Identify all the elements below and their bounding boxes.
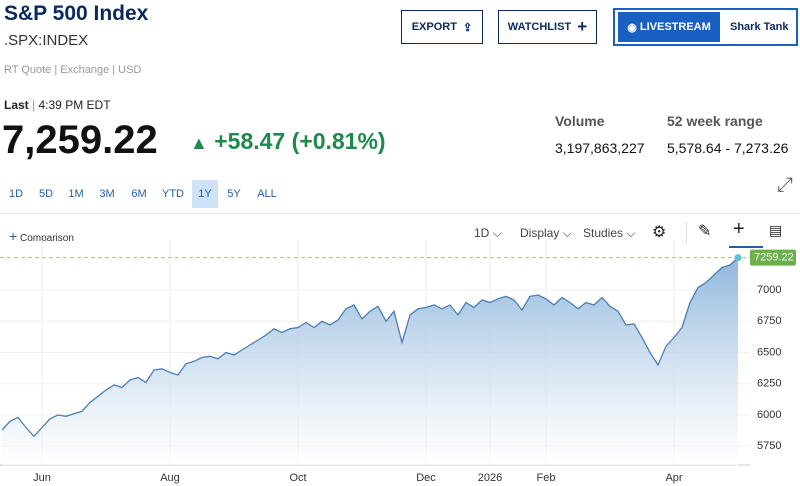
interval-button[interactable]: 1D ⌵ [474,226,502,240]
range-label: 52 week range [667,113,763,129]
range-button[interactable]: 1D [8,188,24,200]
x-tick-label: Aug [160,472,180,484]
export-label: EXPORT [411,21,457,33]
range-button[interactable]: 5Y [227,188,241,200]
toolbar-separator [686,222,687,244]
comment-icon[interactable]: ▤ [769,222,783,238]
watchlist-label: WATCHLIST [507,21,572,33]
comparison-button[interactable]: + Comparison [9,228,74,244]
draw-icon[interactable]: ✎ [698,223,712,240]
crosshair-icon[interactable]: + [733,218,745,240]
y-tick-label: 7000 [757,284,781,296]
time: 4:39 PM EDT [38,98,111,112]
price: 7,259.22 [2,118,158,162]
divider [0,213,800,214]
display-label: Display [520,226,560,240]
change-line: ▲ +58.47 (+0.81%) [190,128,386,154]
crosshair-underline [729,246,763,248]
studies-button[interactable]: Studies ⌵ [583,226,636,240]
expand-icon[interactable]: ⤢ [777,174,793,196]
display-button[interactable]: Display ⌵ [520,226,572,240]
x-tick-label: Jun [33,472,51,484]
y-tick-label: 6500 [757,346,781,358]
range: 5,578.64 - 7,273.26 [667,140,789,156]
comparison-label: Comparison [19,233,74,244]
source: RT Quote | Exchange | USD [4,64,142,76]
x-tick-label: Dec [416,472,436,484]
last-value-badge [750,249,796,266]
y-tick-label: 5750 [757,440,781,452]
range-button[interactable]: 5D [38,188,54,200]
range-button[interactable]: 6M [131,188,147,200]
x-tick-label: Feb [537,472,556,484]
area [2,257,738,465]
x-tick-label: Apr [665,472,682,484]
last-value-label: 7259.22 [754,252,794,264]
export-button[interactable]: EXPORT ⇪ [401,10,483,44]
interval-label: 1D [474,226,490,240]
symbol: .SPX:INDEX [4,32,89,49]
show-link[interactable]: Shark Tank [730,21,789,33]
y-tick-label: 6750 [757,315,781,327]
livestream-label: LIVESTREAM [639,21,711,33]
range-button[interactable]: 3M [99,188,115,200]
livestream-button[interactable]: ◉ LIVESTREAM [618,12,720,42]
y-tick-label: 6000 [757,409,781,421]
range-button[interactable]: YTD [162,188,184,200]
last-label: Last [4,98,29,112]
line [1,257,739,438]
x-tick-label: 2026 [478,472,502,484]
last-point [734,254,742,262]
range-button[interactable]: ALL [257,188,277,200]
range-button[interactable]: 1M [68,188,84,200]
studies-label: Studies [583,226,624,240]
volume: 3,197,863,227 [555,140,645,156]
last-line: Last | 4:39 PM EDT [4,98,111,112]
livestream-box: ◉ LIVESTREAM Shark Tank [613,8,798,46]
watchlist-button[interactable]: WATCHLIST + [498,10,597,44]
volume-label: Volume [555,113,605,129]
change: +58.47 (+0.81%) [214,128,386,154]
settings-icon[interactable]: ⚙ [652,224,667,241]
range-button[interactable]: 1Y [192,180,218,208]
y-tick-label: 6250 [757,378,781,390]
x-tick-label: Oct [289,472,306,484]
title: S&P 500 Index [4,2,149,25]
